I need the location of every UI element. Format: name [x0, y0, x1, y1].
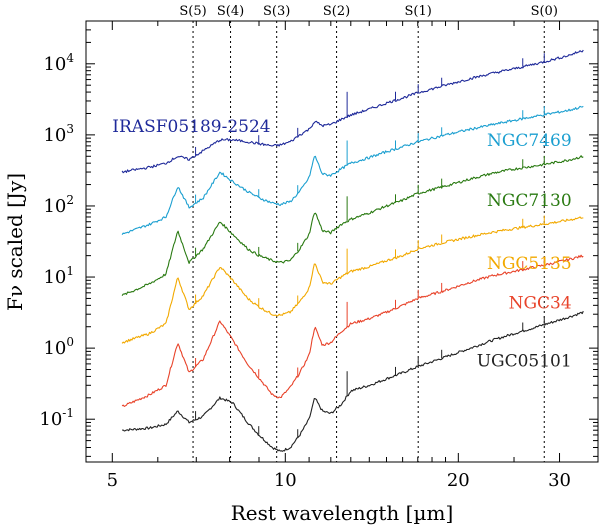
series-line-NGC7130: [121, 155, 584, 296]
series-label-IRASF05189-2524: IRASF05189-2524: [112, 117, 270, 137]
series-label-NGC7469: NGC7469: [487, 131, 572, 151]
y-tick-label-1: 100: [43, 335, 74, 359]
y-tick-label-0: 10-1: [39, 406, 74, 430]
reference-label-2: S(3): [263, 4, 290, 19]
y-axis-label: Fν scaled [Jy]: [3, 173, 27, 311]
series-labels: UGC05101 NGC34 NGC5135 NGC7130 NGC7469 IRASF0…: [112, 117, 571, 372]
x-tick-label-2: 20: [447, 470, 470, 491]
series-line-NGC5135: [121, 216, 584, 344]
series-label-NGC34: NGC34: [509, 294, 572, 314]
x-tick-label-3: 30: [548, 470, 571, 491]
series-line-IRASF05189-2524: [121, 49, 584, 174]
series-line-NGC34: [121, 254, 584, 407]
series-label-UGC05101: UGC05101: [477, 352, 572, 372]
reference-label-5: S(0): [531, 4, 558, 19]
reference-label-0: S(5): [179, 4, 206, 19]
h2-reference-lines: [192, 21, 545, 462]
plot-frame: [85, 20, 599, 463]
x-tick-label-1: 10: [274, 470, 297, 491]
y-tick-label-5: 104: [43, 51, 74, 75]
x-axis-label: Rest wavelength [µm]: [231, 501, 454, 525]
reference-label-1: S(4): [217, 4, 244, 19]
series-label-NGC7130: NGC7130: [487, 191, 572, 211]
series-label-NGC5135: NGC5135: [487, 254, 572, 274]
series-line-UGC05101: [122, 310, 584, 452]
x-tick-label-0: 5: [107, 470, 118, 491]
axis-ticks: [86, 20, 599, 462]
y-tick-label-2: 101: [43, 264, 74, 288]
spectra-series: [121, 49, 584, 452]
reference-label-4: S(1): [405, 4, 432, 19]
y-tick-label-3: 102: [43, 193, 74, 217]
series-line-NGC7469: [121, 105, 584, 236]
h2-line-labels: S(5) S(4) S(3) S(2) S(1) S(0): [179, 4, 558, 19]
tick-labels: 5 10 20 30 10-1 100 101 102 103 104: [39, 51, 571, 491]
reference-label-3: S(2): [323, 4, 350, 19]
y-tick-label-4: 103: [43, 122, 74, 146]
